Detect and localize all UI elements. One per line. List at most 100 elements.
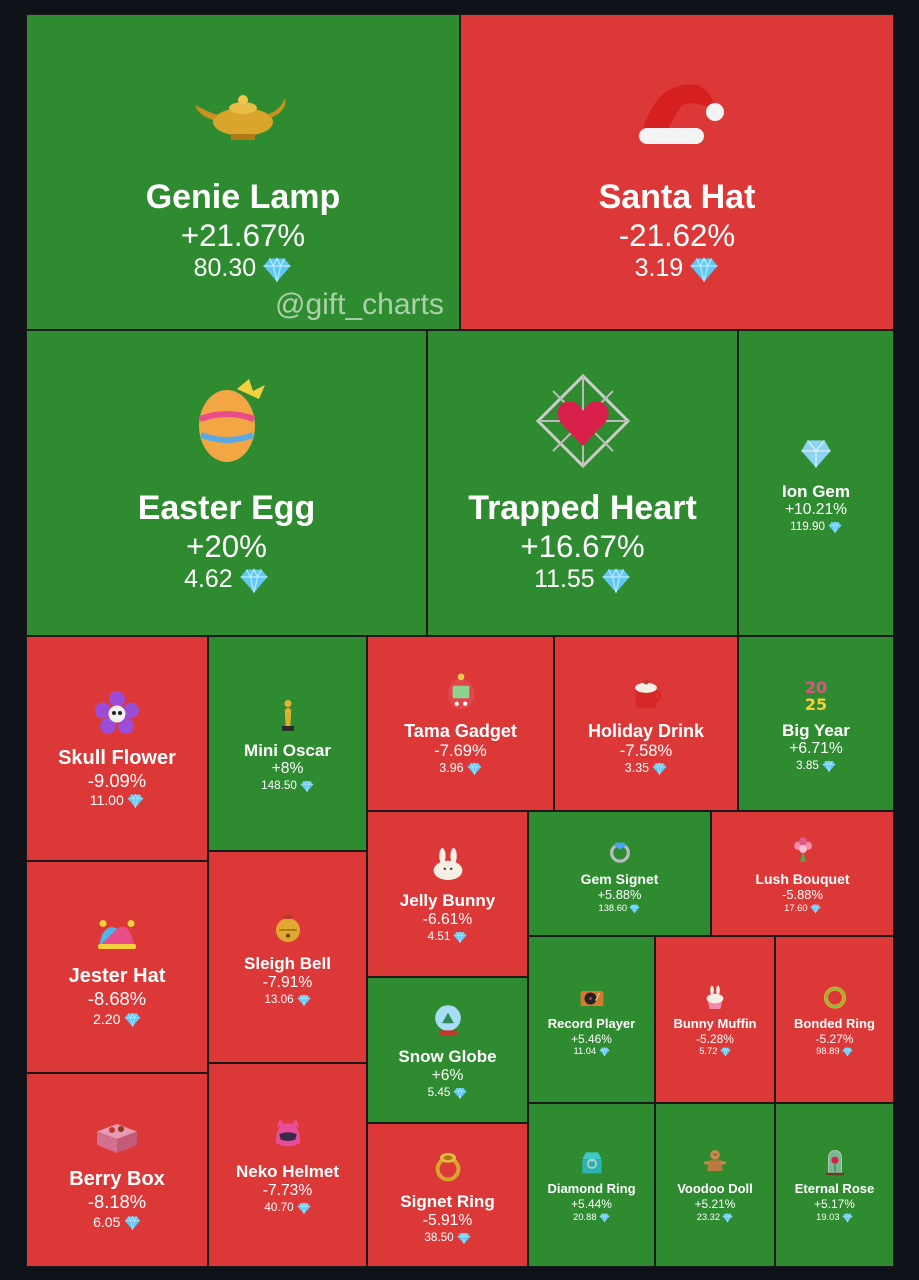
- tile-name: Snow Globe: [398, 1047, 497, 1067]
- bunny-muffin-icon: [700, 982, 730, 1012]
- tile-name: Tama Gadget: [404, 720, 517, 741]
- berry-box-icon: [92, 1109, 142, 1159]
- tile-change: -5.27%: [815, 1031, 854, 1046]
- tile-name: Neko Helmet: [236, 1162, 339, 1182]
- diamond-icon: [297, 1201, 311, 1215]
- tile-skull-flower: Skull Flower -9.09% 11.00: [26, 636, 208, 861]
- tile-change: +10.21%: [784, 501, 848, 519]
- tile-berry-box: Berry Box -8.18% 6.05: [26, 1073, 208, 1267]
- sleigh-bell-icon: [268, 907, 308, 947]
- tile-name: Ion Gem: [781, 481, 850, 501]
- mini-oscar-icon: [268, 694, 308, 734]
- tile-name: Voodoo Doll: [677, 1181, 753, 1197]
- tile-trapped-heart: Trapped Heart +16.67% 11.55: [427, 330, 738, 636]
- tile-lush-bouquet: Lush Bouquet -5.88% 17.60: [711, 811, 894, 936]
- tile-change: -7.73%: [262, 1181, 313, 1199]
- genie-lamp-icon: [193, 60, 293, 160]
- tile-name: Holiday Drink: [587, 720, 705, 741]
- tile-change: +20%: [186, 528, 267, 564]
- jester-hat-icon: [92, 906, 142, 956]
- diamond-icon: [689, 254, 719, 284]
- tile-price: 5.72: [699, 1046, 718, 1057]
- tile-name: Jelly Bunny: [399, 891, 496, 911]
- tile-price: 5.45: [427, 1085, 451, 1099]
- tile-name: Gem Signet: [580, 871, 659, 888]
- diamond-icon: [652, 761, 667, 776]
- tile-name: Diamond Ring: [547, 1181, 636, 1197]
- diamond-icon: [300, 779, 314, 793]
- tile-price: 3.19: [634, 254, 684, 283]
- tile-name: Sleigh Bell: [244, 954, 331, 974]
- tile-bunny-muffin: Bunny Muffin -5.28% 5.72: [655, 936, 775, 1103]
- bonded-ring-icon: [820, 982, 850, 1012]
- diamond-icon: [722, 1212, 733, 1223]
- voodoo-doll-icon: [700, 1147, 730, 1177]
- tile-ion-gem: Ion Gem +10.21% 119.90: [738, 330, 894, 636]
- tile-neko-helmet: Neko Helmet -7.73% 40.70: [208, 1063, 367, 1267]
- tile-name: Jester Hat: [68, 965, 166, 988]
- tile-price: 138.60: [598, 902, 628, 913]
- tile-signet-ring: Signet Ring -5.91% 38.50: [367, 1123, 528, 1267]
- tile-holiday-drink: Holiday Drink -7.58% 3.35: [554, 636, 738, 811]
- tile-name: Skull Flower: [58, 746, 176, 769]
- diamond-icon: [599, 1212, 610, 1223]
- snow-globe-icon: [428, 1000, 468, 1040]
- tile-record-player: Record Player +5.46% 11.04: [528, 936, 655, 1103]
- diamond-ring-icon: [577, 1147, 607, 1177]
- tile-change: +21.67%: [180, 217, 306, 253]
- tile-price: 19.03: [816, 1211, 840, 1222]
- diamond-icon: [720, 1046, 731, 1057]
- diamond-icon: [124, 1214, 141, 1231]
- diamond-icon: [842, 1212, 853, 1223]
- diamond-icon: [467, 761, 482, 776]
- jelly-bunny-icon: [428, 844, 468, 884]
- tile-price: 38.50: [424, 1230, 454, 1244]
- tile-change: +5.46%: [571, 1031, 612, 1046]
- diamond-icon: [810, 903, 821, 914]
- tile-price: 13.06: [264, 992, 294, 1006]
- watermark: @gift_charts: [275, 288, 444, 321]
- santa-hat-icon: [627, 60, 727, 160]
- tile-name: Eternal Rose: [794, 1181, 875, 1197]
- tile-change: -7.69%: [434, 741, 487, 761]
- tile-change: +5.44%: [571, 1197, 612, 1212]
- tile-name: Big Year: [782, 720, 850, 740]
- tile-name: Easter Egg: [137, 488, 316, 527]
- tile-diamond-ring: Diamond Ring +5.44% 20.88: [528, 1103, 655, 1267]
- tile-sleigh-bell: Sleigh Bell -7.91% 13.06: [208, 851, 367, 1063]
- tile-name: Record Player: [547, 1015, 636, 1031]
- svg-text:20: 20: [805, 678, 827, 697]
- tile-change: -7.91%: [262, 973, 313, 991]
- diamond-icon: [599, 1046, 610, 1057]
- tile-price: 3.85: [796, 759, 819, 773]
- tile-change: +5.88%: [597, 887, 642, 903]
- tama-gadget-icon: [440, 671, 482, 713]
- diamond-icon: [822, 759, 836, 773]
- holiday-drink-icon: [625, 671, 667, 713]
- tile-price: 20.88: [573, 1211, 597, 1222]
- diamond-icon: [601, 565, 631, 595]
- tile-price: 4.62: [184, 565, 233, 594]
- tile-price: 98.89: [816, 1046, 840, 1057]
- ion-gem-icon: [795, 432, 837, 474]
- tile-price: 148.50: [261, 779, 297, 793]
- tile-voodoo-doll: Voodoo Doll +5.21% 23.32: [655, 1103, 775, 1267]
- diamond-icon: [124, 1011, 141, 1028]
- tile-name: Berry Box: [69, 1168, 165, 1191]
- tile-easter-egg: Easter Egg +20% 4.62: [26, 330, 427, 636]
- diamond-icon: [127, 792, 144, 809]
- tile-gem-signet: Gem Signet +5.88% 138.60: [528, 811, 711, 936]
- neko-helmet-icon: [268, 1115, 308, 1155]
- diamond-icon: [297, 993, 311, 1007]
- easter-egg-icon: [177, 371, 277, 471]
- tile-price: 17.60: [784, 902, 808, 913]
- diamond-icon: [453, 930, 467, 944]
- tile-genie-lamp: Genie Lamp +21.67% 80.30: [26, 14, 460, 330]
- skull-flower-icon: [92, 688, 142, 738]
- tile-change: -9.09%: [87, 769, 147, 791]
- tile-change: -5.91%: [422, 1211, 473, 1229]
- tile-bonded-ring: Bonded Ring -5.27% 98.89: [775, 936, 894, 1103]
- tile-tama-gadget: Tama Gadget -7.69% 3.96: [367, 636, 554, 811]
- tile-change: -5.88%: [782, 887, 823, 903]
